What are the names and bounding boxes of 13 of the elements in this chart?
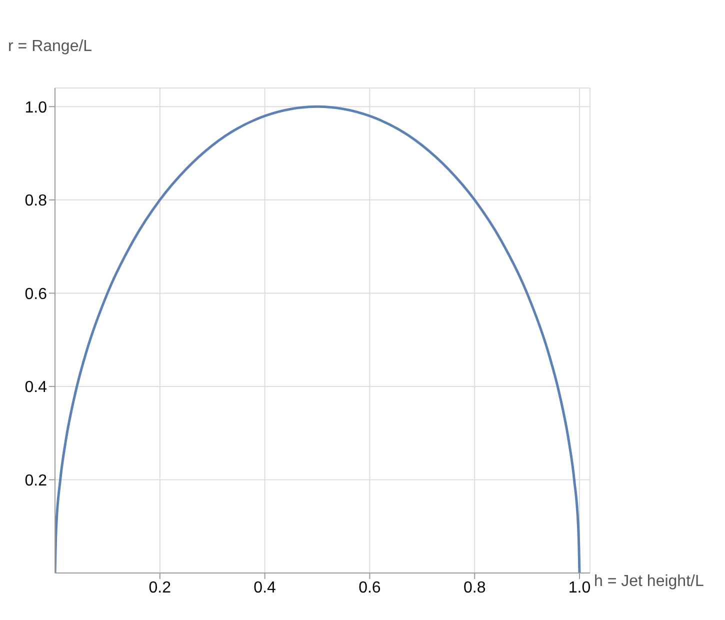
line-series [55,105,581,573]
x-tick-label: 1.0 [568,579,591,596]
y-tick-label: 1.0 [24,99,48,116]
x-tick-label: 0.8 [463,579,486,596]
x-tick-label: 0.4 [254,579,276,596]
x-tick-label: 0.6 [358,579,381,596]
y-axis-title: r = Range/L [8,38,92,55]
x-axis-title: h = Jet height/L [594,573,704,590]
y-tick-label: 0.6 [24,286,48,303]
x-tick-label: 0.2 [148,579,172,596]
y-tick-label: 0.2 [24,472,48,490]
y-tick-label: 0.4 [24,379,48,396]
y-tick-label: 0.8 [24,192,48,210]
